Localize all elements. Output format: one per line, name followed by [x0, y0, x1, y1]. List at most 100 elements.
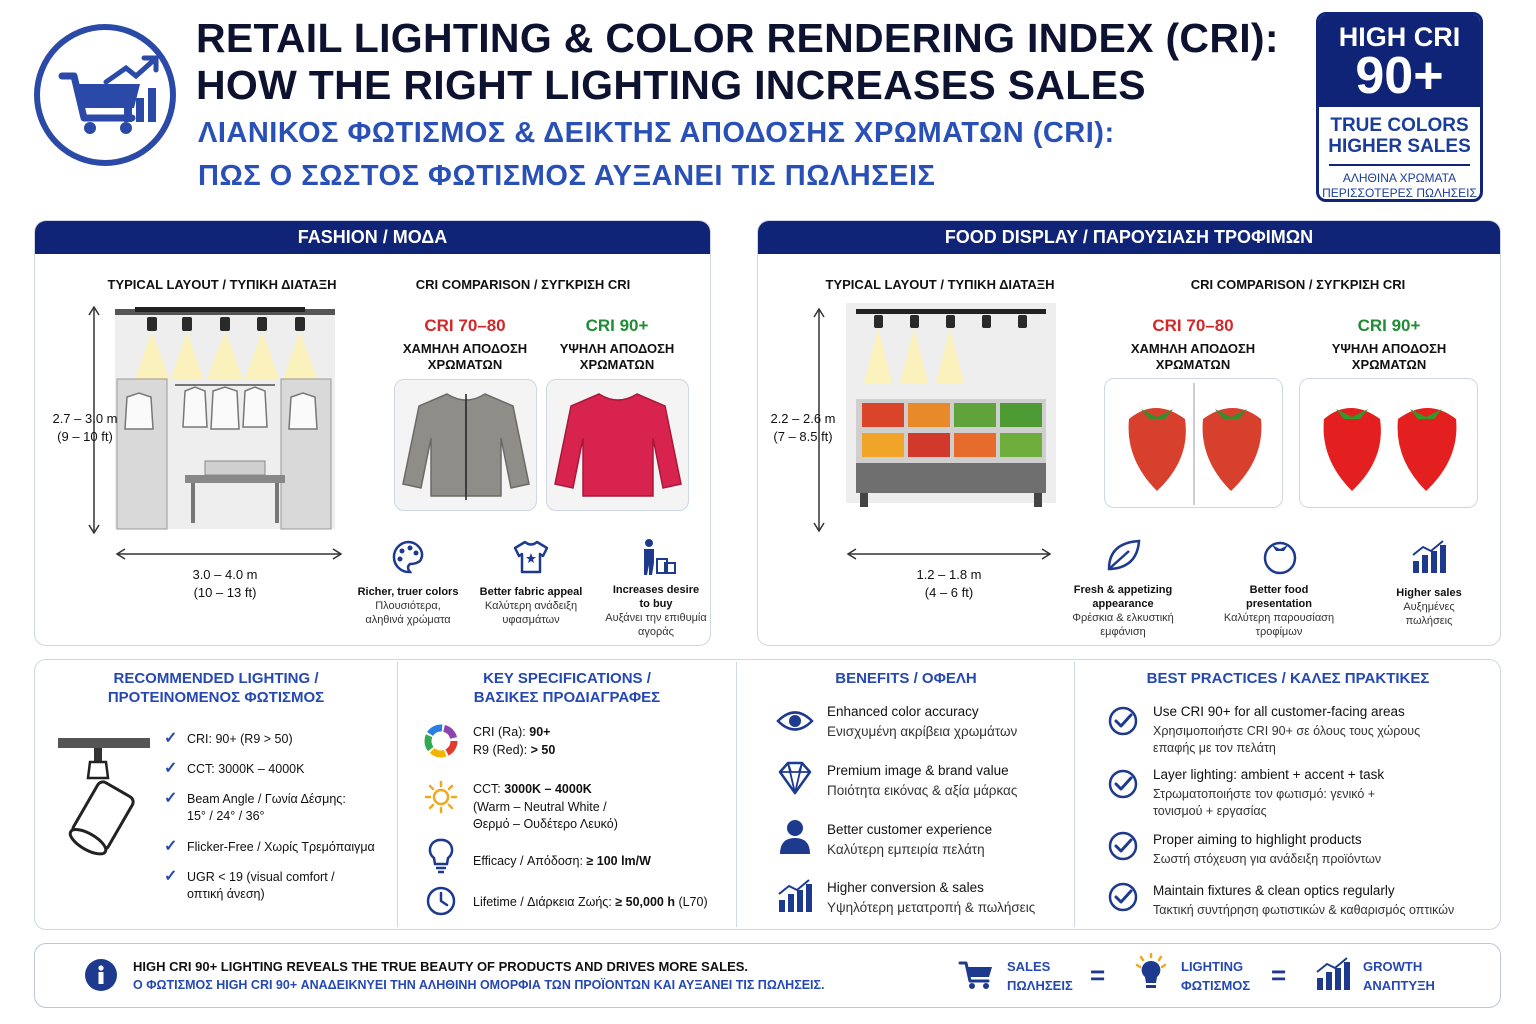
recommended-item-5-text: UGR < 19 (visual comfort /	[187, 870, 335, 884]
fashion-height-ft: (9 – 10 ft)	[57, 429, 113, 444]
specs-title-1: KEY SPECIFICATIONS /	[483, 670, 651, 687]
fashion-benefit-1: Richer, truer colors Πλουσιότερα, αληθιν…	[353, 585, 463, 627]
practice-2-gr2: τονισμού + εργασίας	[1153, 803, 1267, 820]
food-compare-title: CRI COMPARISON / ΣΥΓΚΡΙΣΗ CRI	[1190, 277, 1406, 292]
footer-growth-gr: ΑΝΑΠΤΥΞΗ	[1363, 978, 1435, 993]
divider-1	[397, 662, 398, 927]
food-panel-title: FOOD DISPLAY / ΠΑΡΟΥΣΙΑΣΗ ΤΡΟΦΙΜΩΝ	[758, 221, 1500, 254]
fashion-low-cri-image	[394, 379, 537, 511]
footer-lighting-gr: ΦΩΤΙΣΜΟΣ	[1181, 978, 1251, 993]
recommended-item-2-text: CCT: 3000K – 4000K	[187, 762, 305, 776]
spec-cct: CCT: 3000K – 4000K	[473, 781, 592, 798]
recommended-title-2: ΠΡΟΤΕΙΝΟΜΕΝΟΣ ΦΩΤΙΣΜΟΣ	[107, 689, 325, 706]
food-low-cri-label: CRI 70–80	[1152, 316, 1234, 335]
recommended-item-3: ✓ Beam Angle / Γωνία Δέσμης: 15° / 24° /…	[164, 788, 392, 836]
benefit-4-en: Higher conversion & sales	[827, 880, 984, 895]
food-benefit-2-en2: presentation	[1245, 598, 1312, 610]
title-en-line-1: RETAIL LIGHTING & COLOR RENDERING INDEX …	[196, 15, 1279, 61]
practice-2-gr1: Στρωματοποιήστε τον φωτισμό: γενικό +	[1153, 786, 1375, 803]
info-icon	[85, 959, 117, 991]
practice-1-gr1-text: Χρησιμοποιήστε CRI 90+ σε όλους τους χώρ…	[1153, 724, 1421, 738]
spec-lifetime-label: Lifetime / Διάρκεια Ζωής:	[473, 895, 616, 909]
badge-line-3a: TRUE COLORS	[1330, 115, 1469, 136]
food-display-illustration	[846, 303, 1056, 507]
spec-efficacy: Efficacy / Απόδοση: ≥ 100 lm/W	[473, 853, 651, 870]
spec-efficacy-label: Efficacy / Απόδοση:	[473, 854, 587, 868]
bar-chart-icon	[778, 879, 812, 912]
food-low-cri-desc-1: ΧΑΜΗΛΗ ΑΠΟΔΟΣΗ	[1130, 341, 1256, 356]
fashion-benefit-1-gr2: αληθινά χρώματα	[365, 614, 451, 626]
fashion-layout-title: TYPICAL LAYOUT / ΤΥΠΙΚΗ ΔΙΑΤΑΞΗ	[107, 277, 337, 292]
title-gr-line-2: ΠΩΣ Ο ΣΩΣΤΟΣ ΦΩΤΙΣΜΟΣ ΑΥΞΑΝΕΙ ΤΙΣ ΠΩΛΗΣΕ…	[198, 160, 936, 192]
spec-lifetime-note: (L70)	[674, 895, 708, 909]
diamond-icon	[778, 761, 812, 795]
footer-sales-en: SALES	[1007, 959, 1051, 974]
fashion-high-cri-image	[546, 379, 689, 511]
fashion-width-m: 3.0 – 4.0 m	[192, 567, 258, 582]
badge-line-2: 90+	[1355, 47, 1444, 105]
badge-line-4b: ΠΕΡΙΣΣΟΤΕΡΕΣ ΠΩΛΗΣΕΙΣ	[1322, 186, 1477, 200]
practice-4-en: Maintain fixtures & clean optics regular…	[1153, 883, 1395, 898]
recommended-item-4: ✓ Flicker-Free / Χωρίς Τρεμόπαιγμα	[164, 836, 392, 866]
leaf-icon	[1107, 539, 1141, 571]
check-icon: ✓	[164, 790, 178, 807]
spec-cri-label: CRI (Ra):	[473, 725, 530, 739]
spec-cct-value: 3000K – 4000K	[504, 782, 592, 796]
strawberries-high-cri-image	[1323, 408, 1457, 491]
practice-1-gr2-text: επαφής με τον πελάτη	[1153, 741, 1276, 755]
footer-line-2: Ο ΦΩΤΙΣΜΟΣ HIGH CRI 90+ ΑΝΑΔΕΙΚΝΥΕΙ ΤΗΝ …	[133, 978, 825, 992]
cart-growth-icon	[58, 55, 159, 134]
red-sweater-image	[554, 393, 682, 497]
lightbulb-rays-icon	[1135, 953, 1167, 988]
fashion-compare-title: CRI COMPARISON / ΣΥΓΚΡΙΣΗ CRI	[415, 277, 631, 292]
badge-line-4a: ΑΛΗΘΙΝΑ ΧΡΩΜΑΤΑ	[1342, 171, 1457, 185]
practice-4-gr1-text: Τακτική συντήρηση φωτιστικών & καθαρισμό…	[1153, 903, 1455, 917]
footer-line-1: HIGH CRI 90+ LIGHTING REVEALS THE TRUE B…	[133, 959, 749, 974]
practice-2-en: Layer lighting: ambient + accent + task	[1153, 767, 1385, 782]
check-circle-icon	[1108, 769, 1138, 799]
practice-3-gr1-text: Σωστή στόχευση για ανάδειξη προϊόντων	[1153, 852, 1382, 866]
practice-3-gr1: Σωστή στόχευση για ανάδειξη προϊόντων	[1153, 851, 1381, 868]
benefit-2-en: Premium image & brand value	[827, 763, 1009, 778]
title-en-line-2: HOW THE RIGHT LIGHTING INCREASES SALES	[196, 62, 1146, 108]
recommended-item-1-text: CRI: 90+ (R9 > 50)	[187, 732, 293, 746]
benefit-4-gr-text: Υψηλότερη μετατροπή & πωλήσεις	[827, 900, 1036, 915]
footer-lighting-en: LIGHTING	[1181, 959, 1244, 974]
track-spotlight-icon	[58, 738, 150, 856]
check-circle-icon	[1108, 882, 1138, 912]
fashion-benefit-1-gr1: Πλουσιότερα,	[375, 600, 441, 612]
food-layout-title: TYPICAL LAYOUT / ΤΥΠΙΚΗ ΔΙΑΤΑΞΗ	[825, 277, 1055, 292]
user-icon	[780, 820, 810, 854]
recommended-item-5: ✓ UGR < 19 (visual comfort / οπτική άνεσ…	[164, 866, 392, 906]
benefit-3-en: Better customer experience	[827, 822, 993, 837]
practice-1-gr2: επαφής με τον πελάτη	[1153, 740, 1276, 757]
benefit-2-gr: Ποιότητα εικόνας & αξία μάρκας	[827, 781, 1017, 801]
badge-line-1: HIGH CRI	[1338, 22, 1461, 52]
food-high-cri-desc-2: ΧΡΩΜΑΤΩΝ	[1351, 357, 1427, 372]
food-width-arrow	[846, 548, 1052, 560]
eye-icon	[776, 711, 814, 731]
benefit-2-gr-text: Ποιότητα εικόνας & αξία μάρκας	[827, 783, 1018, 798]
benefit-1-gr: Ενισχυμένη ακρίβεια χρωμάτων	[827, 722, 1017, 742]
fashion-high-cri-label: CRI 90+	[585, 316, 649, 335]
food-benefit-3-gr2: πωλήσεις	[1405, 615, 1453, 627]
food-high-cri-image	[1299, 378, 1478, 508]
fashion-benefit-2-gr2: υφασμάτων	[502, 614, 560, 626]
fashion-benefit-3-en: Increases desire	[612, 584, 700, 596]
food-high-cri-label: CRI 90+	[1357, 316, 1421, 335]
food-benefit-1-en: Fresh & appetizing	[1073, 584, 1173, 596]
food-benefit-1: Fresh & appetizing appearance Φρέσκια & …	[1058, 583, 1188, 639]
footer-bar	[34, 943, 1501, 1008]
spec-cri: CRI (Ra): 90+	[473, 724, 550, 741]
recommended-item-1: ✓ CRI: 90+ (R9 > 50)	[164, 728, 392, 758]
clock-icon	[426, 886, 456, 916]
check-icon: ✓	[164, 730, 178, 747]
spec-efficacy-value: ≥ 100 lm/W	[586, 854, 651, 868]
check-circle-icon	[1108, 706, 1138, 736]
spec-cct-desc-2: Θερμό – Ουδέτερο Λευκό)	[473, 817, 618, 831]
fashion-panel: FASHION / ΜΟΔΑ TYPICAL LAYOUT / ΤΥΠΙΚΗ Δ…	[34, 220, 711, 646]
food-panel: FOOD DISPLAY / ΠΑΡΟΥΣΙΑΣΗ ΤΡΟΦΙΜΩΝ TYPIC…	[757, 220, 1501, 646]
food-benefit-2-gr1: Καλύτερη παρουσίαση	[1223, 612, 1335, 624]
food-benefit-3-gr1: Αυξημένες	[1403, 601, 1455, 613]
food-benefit-3: Higher sales Αυξημένες πωλήσεις	[1374, 586, 1484, 628]
